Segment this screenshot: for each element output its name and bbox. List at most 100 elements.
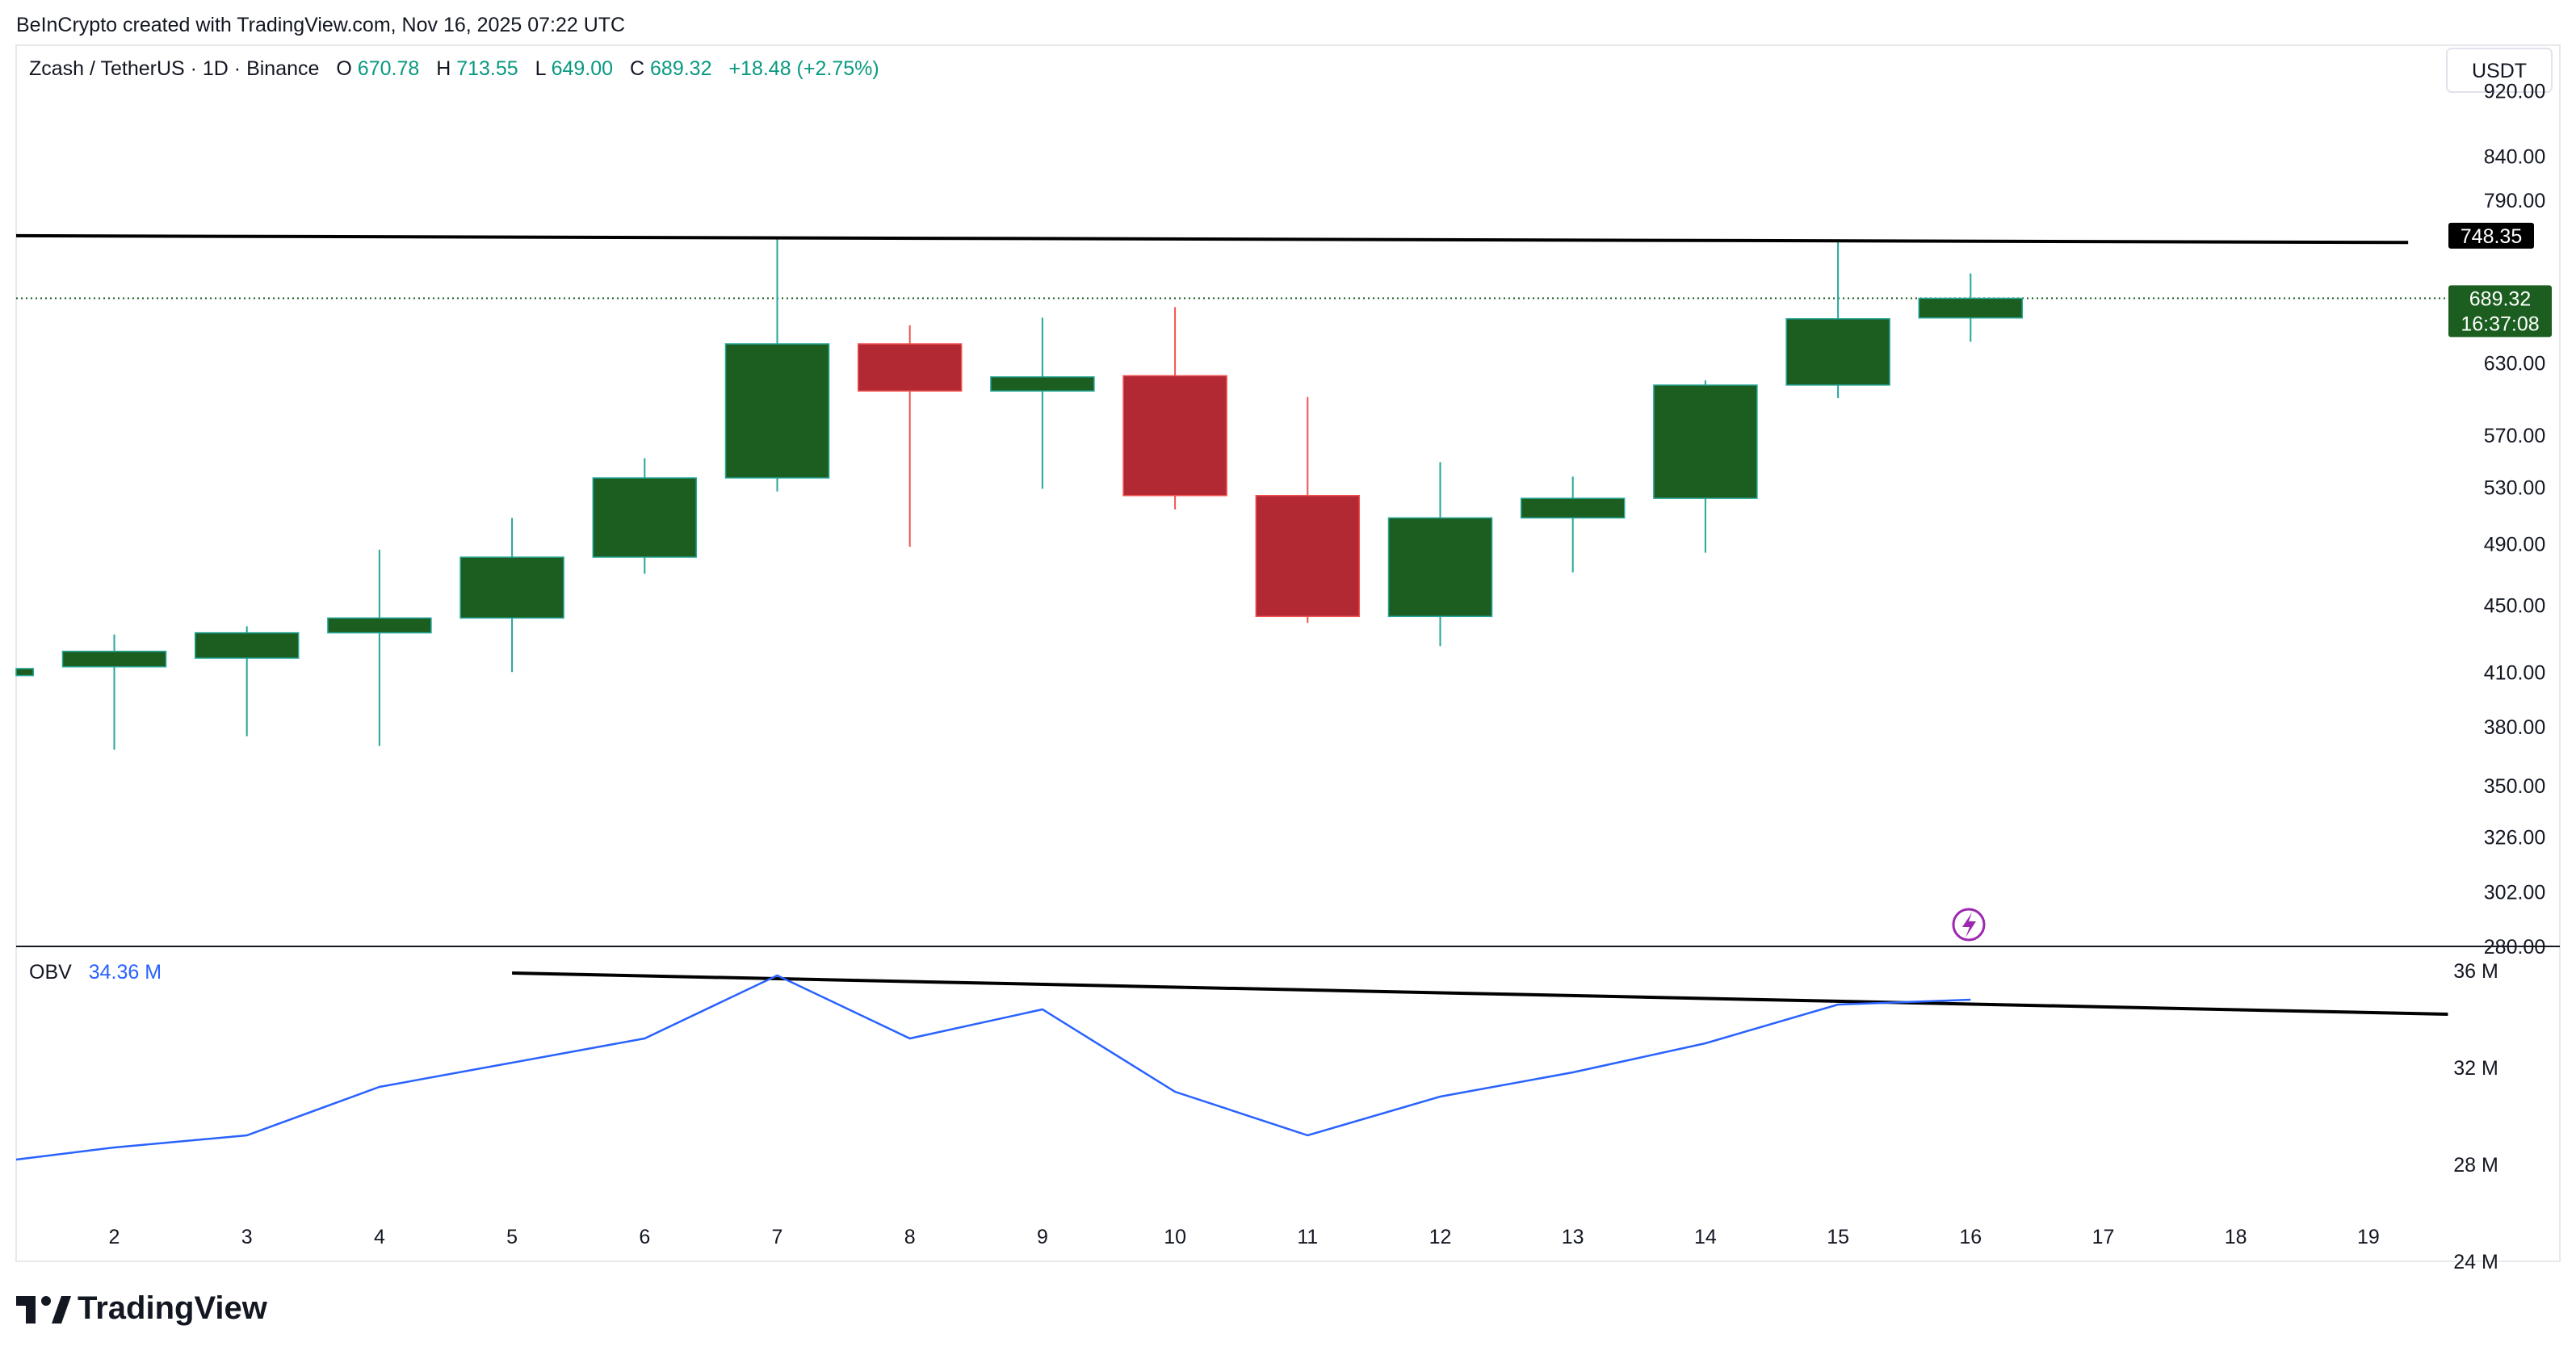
- time-axis-label: 13: [1562, 1226, 1584, 1248]
- time-axis-label: 6: [639, 1226, 650, 1248]
- time-axis-label: 14: [1694, 1226, 1717, 1248]
- price-axis-label: 326.00: [2484, 826, 2545, 849]
- obv-value: 34.36 M: [89, 961, 162, 984]
- obv-pane: [15, 974, 1971, 1161]
- candle-body-down: [1122, 375, 1227, 497]
- price-axis-label: 302.00: [2484, 882, 2545, 904]
- obv-name: OBV: [29, 961, 72, 984]
- time-axis-label: 12: [1429, 1226, 1452, 1248]
- price-axis-label: 790.00: [2484, 190, 2545, 212]
- trendlines[interactable]: [15, 233, 2448, 1016]
- obv-axis-label: 36 M: [2453, 960, 2498, 983]
- obv-trendline[interactable]: [512, 971, 2448, 1016]
- symbol-legend: Zcash / TetherUS · 1D · Binance O 670.78…: [29, 57, 879, 80]
- candle: [194, 626, 300, 736]
- time-axis[interactable]: 2 3 4 5 6 7 8 9 10 11 12 13 14 15 16 17 18 19: [109, 1226, 2380, 1248]
- price-axis-label: 920.00: [2484, 80, 2545, 103]
- currency-selector[interactable]: USDT: [2446, 48, 2553, 93]
- candle-body-up: [61, 650, 167, 668]
- high-label: H: [436, 57, 451, 80]
- open-value: 670.78: [358, 57, 419, 80]
- candle-body-up: [724, 343, 830, 479]
- countdown-text: 16:37:08: [2461, 313, 2539, 335]
- price-axis-label: 570.00: [2484, 425, 2545, 447]
- price-axis-label: 490.00: [2484, 533, 2545, 556]
- time-axis-label: 17: [2092, 1226, 2115, 1248]
- price-axis-label: 530.00: [2484, 477, 2545, 500]
- candle: [459, 518, 564, 673]
- time-axis-label: 3: [241, 1226, 253, 1248]
- time-axis-label: 19: [2357, 1226, 2380, 1248]
- resistance-trendline[interactable]: [15, 233, 2409, 245]
- candle-body-down: [1255, 494, 1361, 618]
- candle: [1785, 239, 1890, 399]
- candle: [1387, 462, 1493, 647]
- high-value: 713.55: [456, 57, 518, 80]
- last-price-text: 689.32: [2469, 287, 2531, 310]
- price-axis-label: 410.00: [2484, 661, 2545, 684]
- candle-body-up: [990, 375, 1095, 392]
- time-axis-label: 7: [772, 1226, 783, 1248]
- currency-box[interactable]: [2446, 48, 2553, 93]
- low-value: 649.00: [552, 57, 613, 80]
- candle: [1918, 273, 2024, 342]
- change-value: +18.48 (+2.75%): [728, 57, 879, 80]
- tradingview-logo-icon: [16, 1296, 71, 1324]
- candle-body-up: [592, 477, 698, 558]
- candle: [990, 317, 1095, 489]
- price-axis-label: 350.00: [2484, 775, 2545, 798]
- price-axis-label: 450.00: [2484, 594, 2545, 617]
- price-axis-label: 380.00: [2484, 716, 2545, 739]
- symbol-name: Zcash / TetherUS · 1D · Binance: [29, 57, 319, 80]
- price-axis-label: 840.00: [2484, 145, 2545, 168]
- time-axis-label: 10: [1164, 1226, 1186, 1248]
- time-axis-label: 2: [109, 1226, 120, 1248]
- time-axis-label: 15: [1827, 1226, 1849, 1248]
- time-axis-label: 8: [904, 1226, 916, 1248]
- time-axis-label: 16: [1959, 1226, 1982, 1248]
- price-axis-label: 280.00: [2484, 936, 2545, 959]
- chart-frame: [15, 44, 2561, 1262]
- obv-line: [15, 974, 1971, 1161]
- candle: [592, 458, 698, 574]
- candle-body-up: [1520, 497, 1626, 519]
- candle: [724, 237, 830, 492]
- low-label: L: [535, 57, 547, 80]
- candle: [1520, 476, 1626, 573]
- price-axis-label: 630.00: [2484, 353, 2545, 375]
- candle-body-up: [194, 631, 300, 659]
- candle: [1122, 307, 1227, 510]
- candle-body-down: [857, 343, 963, 392]
- candle: [61, 634, 167, 750]
- time-axis-label: 11: [1297, 1226, 1318, 1248]
- candle: [1653, 380, 1758, 553]
- currency-label[interactable]: USDT: [2472, 60, 2527, 82]
- candles: [15, 237, 2024, 750]
- resistance-price-tag: [2448, 222, 2534, 249]
- candle-body-up: [1387, 517, 1493, 618]
- lightning-event-icon[interactable]: [1952, 908, 1986, 942]
- candle-body-up: [15, 668, 35, 677]
- credit-text: BeInCrypto created with TradingView.com,…: [16, 14, 625, 36]
- close-label: C: [630, 57, 644, 80]
- price-axis[interactable]: 920.00840.00790.00690.00630.00570.00530.…: [2484, 80, 2545, 959]
- candle-body-up: [327, 617, 432, 634]
- candle-body-up: [1653, 384, 1758, 499]
- brand-name: TradingView: [78, 1290, 268, 1326]
- candle-body-up: [459, 556, 564, 619]
- candle: [327, 549, 432, 746]
- candle: [15, 668, 35, 677]
- time-axis-label: 18: [2225, 1226, 2247, 1248]
- candle-body-up: [1918, 297, 2024, 319]
- obv-axis-label: 24 M: [2453, 1251, 2498, 1273]
- time-axis-label: 4: [374, 1226, 385, 1248]
- time-axis-label: 5: [506, 1226, 518, 1248]
- candle-body-up: [1785, 318, 1890, 386]
- close-value: 689.32: [650, 57, 711, 80]
- open-label: O: [336, 57, 351, 80]
- obv-axis-label: 28 M: [2453, 1154, 2498, 1177]
- tradingview-logo[interactable]: TradingView: [16, 1290, 268, 1326]
- obv-axis[interactable]: 36 M 32 M 28 M 24 M: [2453, 960, 2498, 1273]
- candle: [857, 325, 963, 547]
